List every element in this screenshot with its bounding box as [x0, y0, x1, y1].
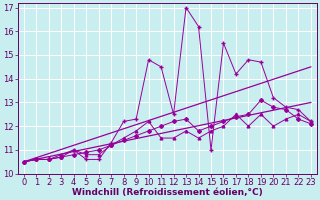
X-axis label: Windchill (Refroidissement éolien,°C): Windchill (Refroidissement éolien,°C)	[72, 188, 263, 197]
